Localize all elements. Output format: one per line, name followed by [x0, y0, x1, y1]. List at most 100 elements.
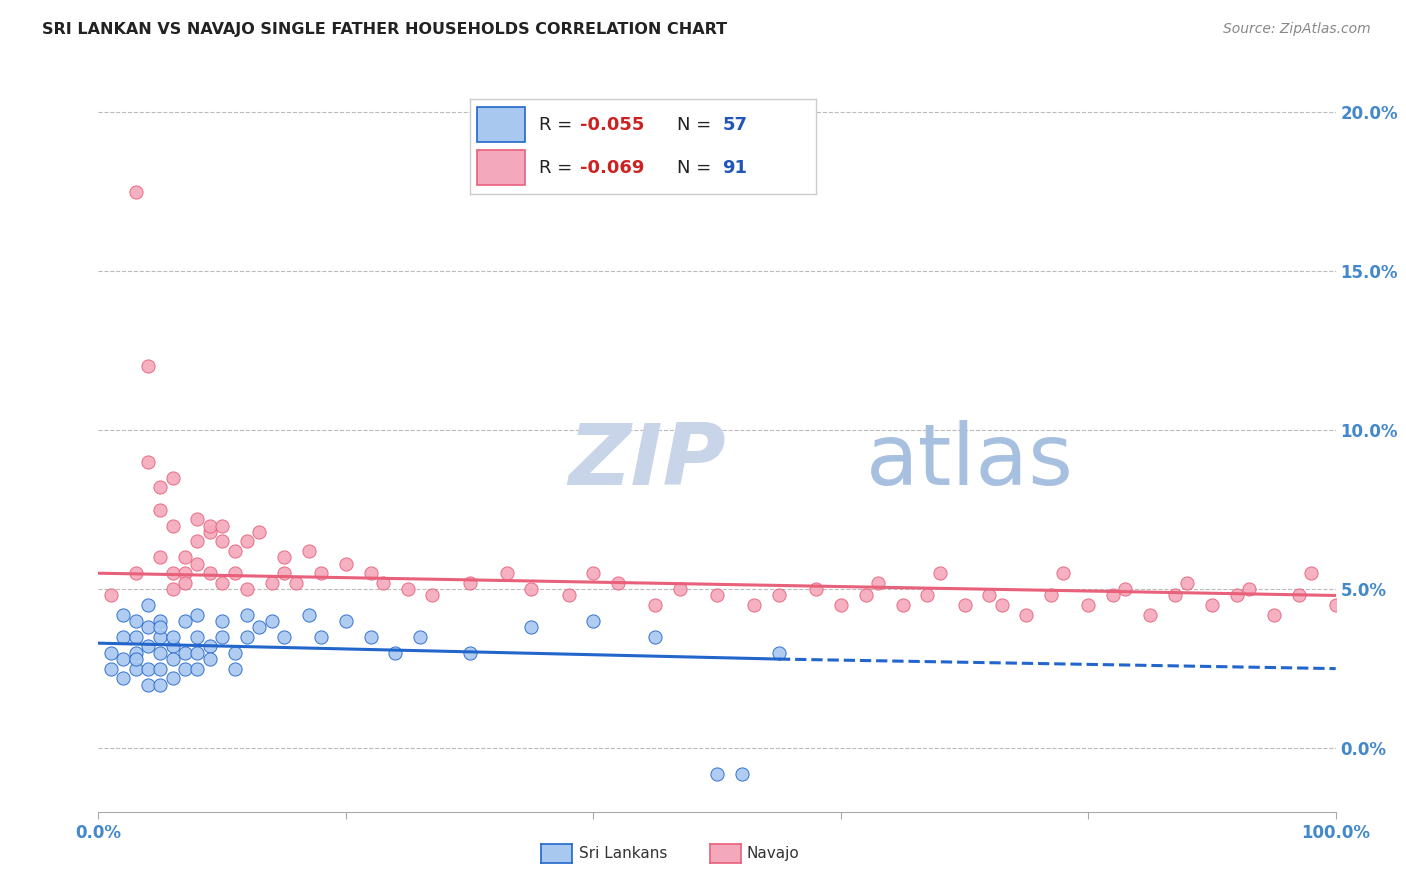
Text: R =: R =: [538, 116, 578, 134]
Point: [162, 582, 184, 596]
Point: [706, 589, 728, 603]
Point: [174, 646, 197, 660]
Point: [1052, 566, 1074, 581]
Text: Sri Lankans: Sri Lankans: [579, 847, 668, 861]
Point: [149, 646, 172, 660]
Point: [1201, 598, 1223, 612]
Point: [422, 589, 444, 603]
Point: [335, 557, 357, 571]
Point: [136, 455, 159, 469]
Text: Navajo: Navajo: [747, 847, 800, 861]
Point: [247, 524, 270, 539]
Point: [224, 544, 246, 558]
Point: [804, 582, 827, 596]
Point: [1299, 566, 1322, 581]
Point: [149, 480, 172, 494]
Point: [236, 630, 259, 644]
Point: [186, 630, 208, 644]
FancyBboxPatch shape: [477, 150, 524, 186]
Point: [285, 575, 308, 590]
Point: [198, 524, 221, 539]
Point: [309, 630, 332, 644]
Text: -0.069: -0.069: [581, 159, 645, 177]
Point: [1226, 589, 1249, 603]
Point: [706, 766, 728, 780]
Text: -0.055: -0.055: [581, 116, 645, 134]
Point: [669, 582, 692, 596]
Point: [335, 614, 357, 628]
Point: [211, 518, 233, 533]
Point: [149, 614, 172, 628]
Point: [1263, 607, 1285, 622]
Point: [124, 646, 146, 660]
Point: [174, 614, 197, 628]
Point: [149, 630, 172, 644]
Text: Source: ZipAtlas.com: Source: ZipAtlas.com: [1223, 22, 1371, 37]
Point: [211, 614, 233, 628]
Point: [360, 566, 382, 581]
Point: [273, 630, 295, 644]
Point: [186, 646, 208, 660]
Point: [520, 620, 543, 634]
Point: [1164, 589, 1187, 603]
Point: [149, 550, 172, 565]
Text: R =: R =: [538, 159, 578, 177]
Point: [174, 550, 197, 565]
Text: 91: 91: [723, 159, 748, 177]
Point: [136, 620, 159, 634]
Point: [198, 652, 221, 666]
Point: [136, 359, 159, 374]
Point: [768, 646, 790, 660]
Point: [928, 566, 950, 581]
Point: [100, 662, 122, 676]
Point: [162, 630, 184, 644]
Text: SRI LANKAN VS NAVAJO SINGLE FATHER HOUSEHOLDS CORRELATION CHART: SRI LANKAN VS NAVAJO SINGLE FATHER HOUSE…: [42, 22, 727, 37]
Point: [360, 630, 382, 644]
Point: [162, 566, 184, 581]
Point: [1288, 589, 1310, 603]
Point: [731, 766, 754, 780]
Point: [1102, 589, 1125, 603]
Text: atlas: atlas: [866, 420, 1074, 503]
Point: [136, 677, 159, 691]
Point: [162, 518, 184, 533]
Point: [236, 582, 259, 596]
Point: [162, 671, 184, 685]
Point: [124, 662, 146, 676]
Point: [582, 614, 605, 628]
Point: [260, 575, 283, 590]
Point: [124, 566, 146, 581]
Point: [136, 598, 159, 612]
Point: [1237, 582, 1260, 596]
Point: [162, 640, 184, 654]
Point: [298, 607, 321, 622]
Point: [260, 614, 283, 628]
Point: [236, 607, 259, 622]
Point: [174, 575, 197, 590]
Point: [298, 544, 321, 558]
Point: [198, 640, 221, 654]
Point: [124, 652, 146, 666]
Point: [112, 671, 135, 685]
Point: [644, 630, 666, 644]
Point: [396, 582, 419, 596]
Point: [742, 598, 765, 612]
Point: [855, 589, 877, 603]
Text: N =: N =: [678, 159, 717, 177]
Point: [149, 662, 172, 676]
Point: [186, 557, 208, 571]
Point: [309, 566, 332, 581]
Point: [607, 575, 630, 590]
Point: [582, 566, 605, 581]
Point: [186, 512, 208, 526]
Point: [186, 662, 208, 676]
Point: [211, 575, 233, 590]
Point: [136, 662, 159, 676]
Point: [124, 614, 146, 628]
Point: [979, 589, 1001, 603]
Point: [557, 589, 579, 603]
Point: [224, 662, 246, 676]
Point: [224, 646, 246, 660]
Point: [458, 575, 481, 590]
Point: [100, 646, 122, 660]
